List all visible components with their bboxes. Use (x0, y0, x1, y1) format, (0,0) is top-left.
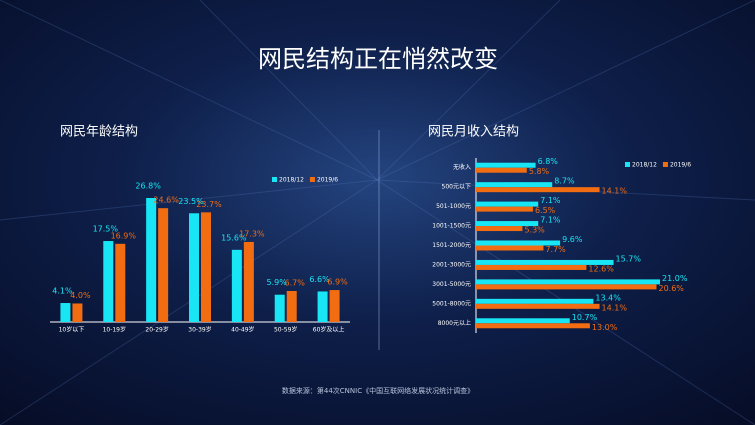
value-label: 12.6% (588, 264, 614, 273)
y-tick-label: 5001-8000元 (432, 300, 471, 307)
bar (476, 323, 590, 329)
bar (274, 294, 285, 322)
slide-title: 网民结构正在悄然改变 (258, 45, 498, 73)
value-label: 15.7% (616, 254, 642, 263)
bar (476, 284, 657, 290)
bar (286, 291, 297, 322)
bar (476, 162, 536, 168)
value-label: 6.7% (285, 279, 306, 288)
value-label: 24.6% (153, 196, 179, 205)
value-label: 14.1% (602, 187, 628, 196)
value-label: 20.6% (658, 284, 684, 293)
value-label: 15.6% (221, 233, 247, 242)
value-label: 17.5% (93, 225, 119, 234)
value-label: 8.7% (554, 177, 575, 186)
y-tick-label: 1501-2000元 (432, 242, 471, 249)
value-label: 7.1% (540, 216, 561, 225)
bar (115, 243, 126, 322)
bar (476, 182, 553, 188)
legend-swatch (272, 177, 277, 182)
value-label: 4.0% (70, 291, 91, 300)
x-tick-label: 20-29岁 (145, 326, 168, 334)
legend-label: 2018/12 (632, 162, 657, 169)
bar (158, 208, 169, 322)
value-label: 17.3% (239, 229, 265, 238)
bar (476, 298, 594, 304)
bar (329, 290, 340, 322)
value-label: 14.1% (602, 303, 628, 312)
bar (476, 187, 600, 193)
value-label: 16.9% (111, 231, 137, 240)
legend-label: 2019/6 (317, 177, 338, 184)
bar (476, 264, 587, 270)
x-tick-label: 50-59岁 (274, 326, 297, 334)
legend-label: 2019/6 (670, 162, 691, 169)
bar (189, 213, 199, 322)
y-tick-label: 1001-1500元 (432, 223, 471, 230)
value-label: 23.5% (178, 197, 204, 206)
value-label: 13.0% (592, 323, 618, 332)
bar (476, 318, 570, 324)
y-tick-label: 501-1000元 (436, 203, 471, 210)
bar (476, 221, 539, 227)
bar (476, 240, 561, 246)
y-tick-label: 500元以下 (442, 184, 471, 191)
source-note: 数据来源：第44次CNNIC《中国互联网络发展状况统计调查》 (282, 386, 474, 395)
x-tick-label: 10岁以下 (59, 326, 85, 334)
value-label: 23.7% (196, 200, 222, 209)
bar (231, 249, 242, 322)
x-tick-label: 10-19岁 (103, 326, 126, 334)
bar (146, 198, 157, 322)
legend-swatch (625, 162, 630, 167)
bar (201, 212, 211, 322)
y-tick-label: 8000元以上 (438, 319, 471, 327)
bar (476, 201, 539, 207)
chart-title: 网民月收入结构 (428, 125, 519, 140)
bar (476, 206, 533, 212)
value-label: 9.6% (562, 235, 583, 244)
value-label: 6.8% (538, 157, 559, 166)
value-label: 4.1% (52, 287, 73, 296)
bar (476, 245, 544, 251)
bar (243, 241, 254, 322)
bar (476, 303, 600, 309)
bar (476, 259, 614, 265)
value-label: 7.7% (545, 245, 566, 254)
y-tick-label: 2001-3000元 (432, 261, 471, 268)
y-tick-label: 无收入 (453, 163, 471, 171)
value-label: 6.9% (327, 278, 348, 287)
chart-title: 网民年龄结构 (60, 125, 138, 140)
legend-label: 2018/12 (279, 177, 304, 184)
bar (317, 291, 328, 322)
bar (72, 303, 83, 322)
x-tick-label: 30-39岁 (188, 326, 211, 334)
bar (476, 226, 523, 232)
bar (476, 167, 527, 173)
x-tick-label: 60岁及以上 (313, 326, 345, 334)
value-label: 10.7% (572, 313, 598, 322)
value-label: 5.9% (267, 278, 288, 287)
value-label: 6.5% (535, 206, 556, 215)
legend-swatch (309, 177, 315, 182)
bar (476, 279, 660, 285)
legend-swatch (662, 162, 668, 167)
value-label: 5.8% (529, 167, 550, 176)
x-tick-label: 40-49岁 (231, 326, 254, 334)
bar (103, 241, 114, 322)
value-label: 26.8% (135, 182, 161, 191)
value-label: 13.4% (595, 293, 621, 302)
value-label: 21.0% (662, 274, 688, 283)
value-label: 6.6% (309, 275, 330, 284)
y-tick-label: 3001-5000元 (432, 281, 471, 288)
value-label: 7.1% (540, 196, 561, 205)
bar (60, 303, 71, 322)
value-label: 5.3% (524, 226, 545, 235)
